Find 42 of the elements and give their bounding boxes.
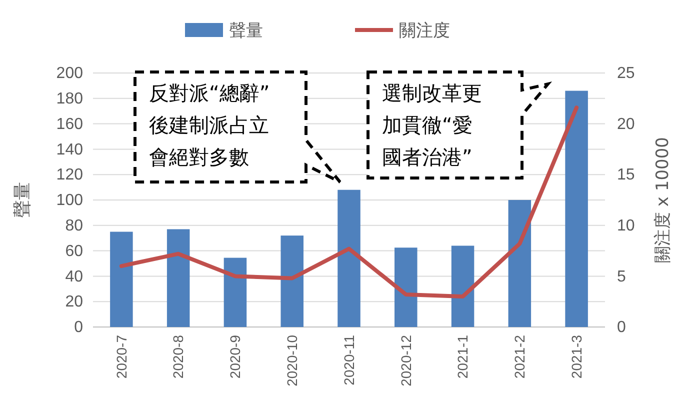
legend-label: 聲量 — [229, 21, 263, 41]
bar — [394, 248, 418, 327]
y-tick-label: 120 — [56, 166, 84, 184]
x-tick-label: 2021-1 — [454, 334, 471, 379]
y-tick-label: 100 — [56, 192, 84, 210]
y-tick-label: 0 — [74, 319, 84, 336]
y-tick-label: 180 — [56, 90, 84, 108]
y2-tick-label: 15 — [617, 166, 635, 184]
legend-label: 關注度 — [399, 21, 450, 41]
x-tick-label: 2020-7 — [113, 334, 130, 379]
x-tick-label: 2020-10 — [284, 334, 300, 386]
annotation: 選制改革更加貫徹“愛國者治港” — [382, 81, 482, 169]
y2-axis-title: 關注度 x 10000 — [653, 137, 673, 263]
bar — [280, 236, 304, 327]
bar — [166, 229, 190, 327]
x-tick-label: 2020-11 — [340, 334, 357, 386]
y2-tick-label: 5 — [617, 268, 626, 286]
y-tick-label: 140 — [56, 141, 84, 158]
bar — [451, 246, 474, 327]
x-tick-label: 2020-12 — [398, 334, 414, 386]
x-tick-label: 2021-2 — [512, 334, 528, 379]
y2-tick-label: 20 — [617, 116, 635, 133]
y2-tick-label: 10 — [617, 218, 635, 235]
bar — [508, 200, 532, 327]
y-tick-label: 40 — [65, 268, 84, 286]
y2-tick-label: 25 — [617, 65, 635, 82]
bar — [338, 190, 360, 327]
bar — [224, 258, 247, 327]
x-tick-label: 2020-9 — [227, 334, 244, 379]
bar — [110, 232, 133, 327]
annotation: 反對派“總辭”後建制派占立會絕對多數 — [149, 81, 270, 169]
x-tick-label: 2020-8 — [170, 334, 186, 379]
y-tick-label: 200 — [56, 65, 84, 82]
x-tick-label: 2021-3 — [568, 334, 584, 379]
y-tick-label: 60 — [65, 242, 84, 260]
y-tick-label: 80 — [65, 218, 84, 235]
y-axis-title: 聲量 — [12, 182, 33, 218]
bar — [565, 90, 588, 327]
y2-tick-label: 0 — [617, 319, 626, 336]
y-tick-label: 160 — [56, 116, 84, 133]
y-tick-label: 20 — [65, 294, 84, 311]
line-series — [119, 106, 579, 299]
